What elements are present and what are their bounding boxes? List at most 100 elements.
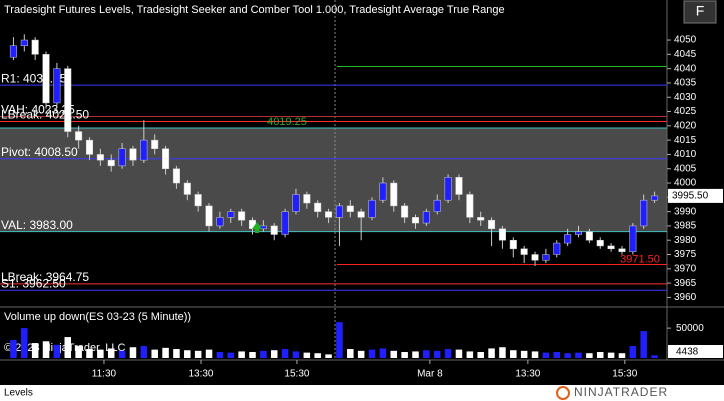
session-level-label: 3971.50 <box>620 253 660 265</box>
footer-tab[interactable]: Levels <box>4 388 33 399</box>
volume-bar <box>173 349 180 358</box>
candle-body <box>216 217 224 227</box>
candle-body <box>20 39 28 47</box>
volume-bar <box>618 353 626 358</box>
volume-title: Volume up down(ES 03-23 (5 Minute)) <box>4 311 191 323</box>
candle-body <box>118 148 126 167</box>
volume-bar <box>347 349 354 358</box>
volume-bar <box>368 349 376 358</box>
volume-bar <box>455 349 463 358</box>
y-tick-label: 4010 <box>674 149 697 160</box>
candle-body <box>9 45 17 58</box>
volume-bar <box>53 344 61 358</box>
y-tick-label: 3975 <box>674 249 697 260</box>
volume-bar <box>542 352 550 358</box>
last-volume-box <box>668 345 723 358</box>
candle-body <box>401 205 409 218</box>
volume-bar <box>194 350 202 358</box>
level-label: VAH: 4023.25 <box>1 103 75 117</box>
brand: NINJATRADER <box>574 385 668 399</box>
candle-body <box>75 131 83 141</box>
volume-bar <box>140 346 148 358</box>
volume-bar <box>21 328 28 358</box>
volume-bar <box>357 350 365 358</box>
candle-body <box>151 139 159 149</box>
level-label: LBreak: 4021.50 <box>1 108 89 122</box>
volume-bar <box>477 352 484 358</box>
button-box[interactable] <box>683 0 717 24</box>
volume-bar <box>651 355 658 358</box>
volume-bar <box>586 353 593 358</box>
candle-body <box>129 148 137 161</box>
volume-bar <box>227 352 235 358</box>
candle-body <box>585 231 593 241</box>
volume-bar <box>118 350 126 358</box>
candle-body <box>53 68 61 104</box>
y-tick-label: 3980 <box>674 235 697 246</box>
y-tick-label: 3985 <box>674 221 697 232</box>
volume-bar <box>249 352 256 358</box>
candle-body <box>140 139 148 161</box>
volume-bar <box>75 346 82 358</box>
candle-body <box>85 139 94 155</box>
candle-body <box>96 154 104 161</box>
volume-bar <box>129 347 137 358</box>
volume-bar <box>216 352 224 358</box>
x-tick-label: 11:30 <box>92 369 117 380</box>
volume-bar <box>553 352 561 358</box>
y-tick-label: 4040 <box>674 63 697 74</box>
candle-body <box>553 242 561 255</box>
last-price-box <box>668 188 723 203</box>
volume-bar <box>607 352 615 358</box>
y-tick-label: 3970 <box>674 263 697 274</box>
candle-body <box>574 231 583 235</box>
candle-body <box>455 177 463 195</box>
volume-tick-label: 50000 <box>676 323 704 334</box>
candle-body <box>477 217 485 221</box>
level-label: LBreak: 3964.75 <box>1 270 89 284</box>
volume-bar <box>575 352 582 358</box>
volume-bar <box>401 352 408 358</box>
volume-bar <box>260 350 267 358</box>
toolbar-button[interactable]: F <box>683 0 717 24</box>
candle-body <box>618 248 626 252</box>
y-tick-label: 3965 <box>674 278 697 289</box>
volume-bar <box>10 340 17 358</box>
volume-bar <box>31 343 39 358</box>
candle-body <box>531 254 539 261</box>
y-tick-label: 4030 <box>674 92 697 103</box>
candle-body <box>466 194 474 218</box>
candle-body <box>564 234 572 244</box>
volume-bar <box>629 346 637 358</box>
volume-bar <box>423 350 430 358</box>
button-label[interactable]: F <box>696 3 705 19</box>
volume-bar <box>270 350 278 358</box>
candle-body <box>629 225 637 252</box>
candle-body <box>335 205 343 218</box>
y-tick-label: 4020 <box>674 120 697 131</box>
signal-arrow <box>252 222 262 233</box>
volume-bar <box>97 349 104 358</box>
candle-body <box>183 182 191 195</box>
candle-body <box>368 199 376 218</box>
candle-body <box>640 199 648 227</box>
y-tick-label: 3990 <box>674 206 697 217</box>
volume-bar <box>499 347 506 358</box>
candle-body <box>520 248 528 255</box>
y-tick-label: 4015 <box>674 135 697 146</box>
candle-body <box>325 211 333 218</box>
volume-bar <box>151 349 158 358</box>
volume-bar <box>42 341 50 358</box>
value-area <box>0 127 667 232</box>
volume-bar <box>281 349 289 358</box>
volume-bar <box>336 322 343 358</box>
volume-bar <box>466 351 474 358</box>
volume-bar <box>325 354 332 358</box>
candle-body <box>162 148 170 169</box>
volume-bar <box>238 351 245 358</box>
candle-body <box>607 245 615 250</box>
volume-bar <box>564 353 571 358</box>
candle-body <box>433 199 441 212</box>
y-tick-label: 3960 <box>674 292 697 303</box>
footer <box>0 385 724 401</box>
